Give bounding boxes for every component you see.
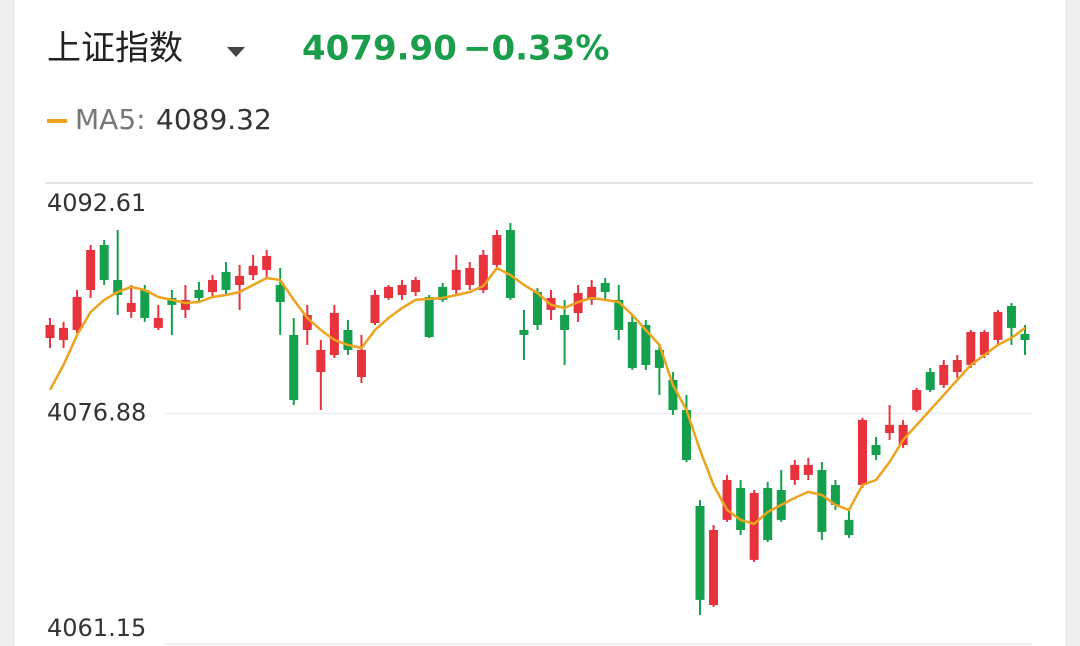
candle-body xyxy=(99,244,109,281)
candle-body xyxy=(113,280,123,295)
candle-body xyxy=(1020,333,1030,340)
candle-body xyxy=(451,269,461,290)
candle-body xyxy=(356,349,366,378)
candle-body xyxy=(979,332,989,356)
candle-body xyxy=(939,364,949,385)
candle-body xyxy=(126,303,136,312)
candle-body xyxy=(302,315,312,330)
candle-body xyxy=(1006,305,1016,328)
candle-body xyxy=(59,327,69,340)
candle-body xyxy=(560,315,570,330)
candle-body xyxy=(411,280,421,293)
candle-body xyxy=(912,389,922,410)
candle-body xyxy=(45,324,55,339)
candle-body xyxy=(397,284,407,295)
index-title[interactable]: 上证指数 xyxy=(47,29,183,69)
candle-body xyxy=(72,297,82,330)
candle-body xyxy=(262,255,272,270)
candle-body xyxy=(709,529,719,606)
candle-body xyxy=(140,289,150,318)
candle-body xyxy=(993,311,1003,340)
candle-body xyxy=(600,282,610,293)
price-change: −0.33% xyxy=(463,29,609,69)
candle-body xyxy=(329,312,339,356)
ma-line xyxy=(48,266,1026,526)
candle-body xyxy=(424,297,434,338)
candle-body xyxy=(858,419,867,486)
candle-body xyxy=(830,485,840,505)
candle-body xyxy=(790,464,800,481)
candle-body xyxy=(952,360,962,373)
candle-body xyxy=(316,349,326,373)
candle-body xyxy=(614,299,624,330)
candle-body xyxy=(533,292,542,325)
candle-body xyxy=(465,267,475,285)
candle-body xyxy=(654,349,664,368)
dropdown-arrow[interactable] xyxy=(227,47,245,57)
candle-body xyxy=(208,280,217,293)
candle-body xyxy=(519,329,529,335)
candle-body xyxy=(695,505,705,600)
candle-body xyxy=(86,249,96,290)
candle-body xyxy=(275,284,285,302)
candle-body xyxy=(478,254,488,290)
candle-body xyxy=(736,487,746,530)
candle-body xyxy=(384,286,394,299)
y-tick-label: 4092.61 xyxy=(47,189,146,217)
candle-body xyxy=(668,379,678,410)
candle-body xyxy=(587,286,597,300)
candle-body xyxy=(343,329,353,350)
candle-body xyxy=(248,265,258,276)
y-tick-label: 4061.15 xyxy=(47,614,146,642)
candle-body xyxy=(749,492,759,560)
candle-body xyxy=(803,464,813,475)
candle-body xyxy=(194,289,204,299)
candle-body xyxy=(898,424,908,446)
candle-body xyxy=(627,321,637,368)
candle-body xyxy=(289,334,299,401)
y-tick-label: 4076.88 xyxy=(47,399,146,427)
candle-body xyxy=(763,487,773,540)
candle-body xyxy=(167,298,177,305)
plot-area: 4092.61 4076.88 4061.15 xyxy=(45,182,1033,645)
candle-body xyxy=(844,519,854,535)
candle-body xyxy=(370,294,380,323)
candle-body xyxy=(871,445,881,455)
candle-body xyxy=(925,372,935,390)
candle-body xyxy=(492,235,502,265)
candle-body xyxy=(722,480,732,520)
candle-body xyxy=(817,469,827,532)
candle-body xyxy=(505,230,515,299)
legend-value: 4089.32 xyxy=(156,103,272,136)
price: 4079.90 xyxy=(302,29,457,69)
candle-body xyxy=(641,324,651,365)
candle-body xyxy=(966,332,976,365)
candle-body xyxy=(221,271,231,290)
candle-body xyxy=(235,275,245,285)
candle-body xyxy=(885,424,895,433)
legend-label: MA5: xyxy=(75,103,146,136)
candle-body xyxy=(153,317,163,328)
candle-body xyxy=(438,286,448,300)
candle-body xyxy=(180,299,190,310)
candle-body xyxy=(681,409,691,460)
